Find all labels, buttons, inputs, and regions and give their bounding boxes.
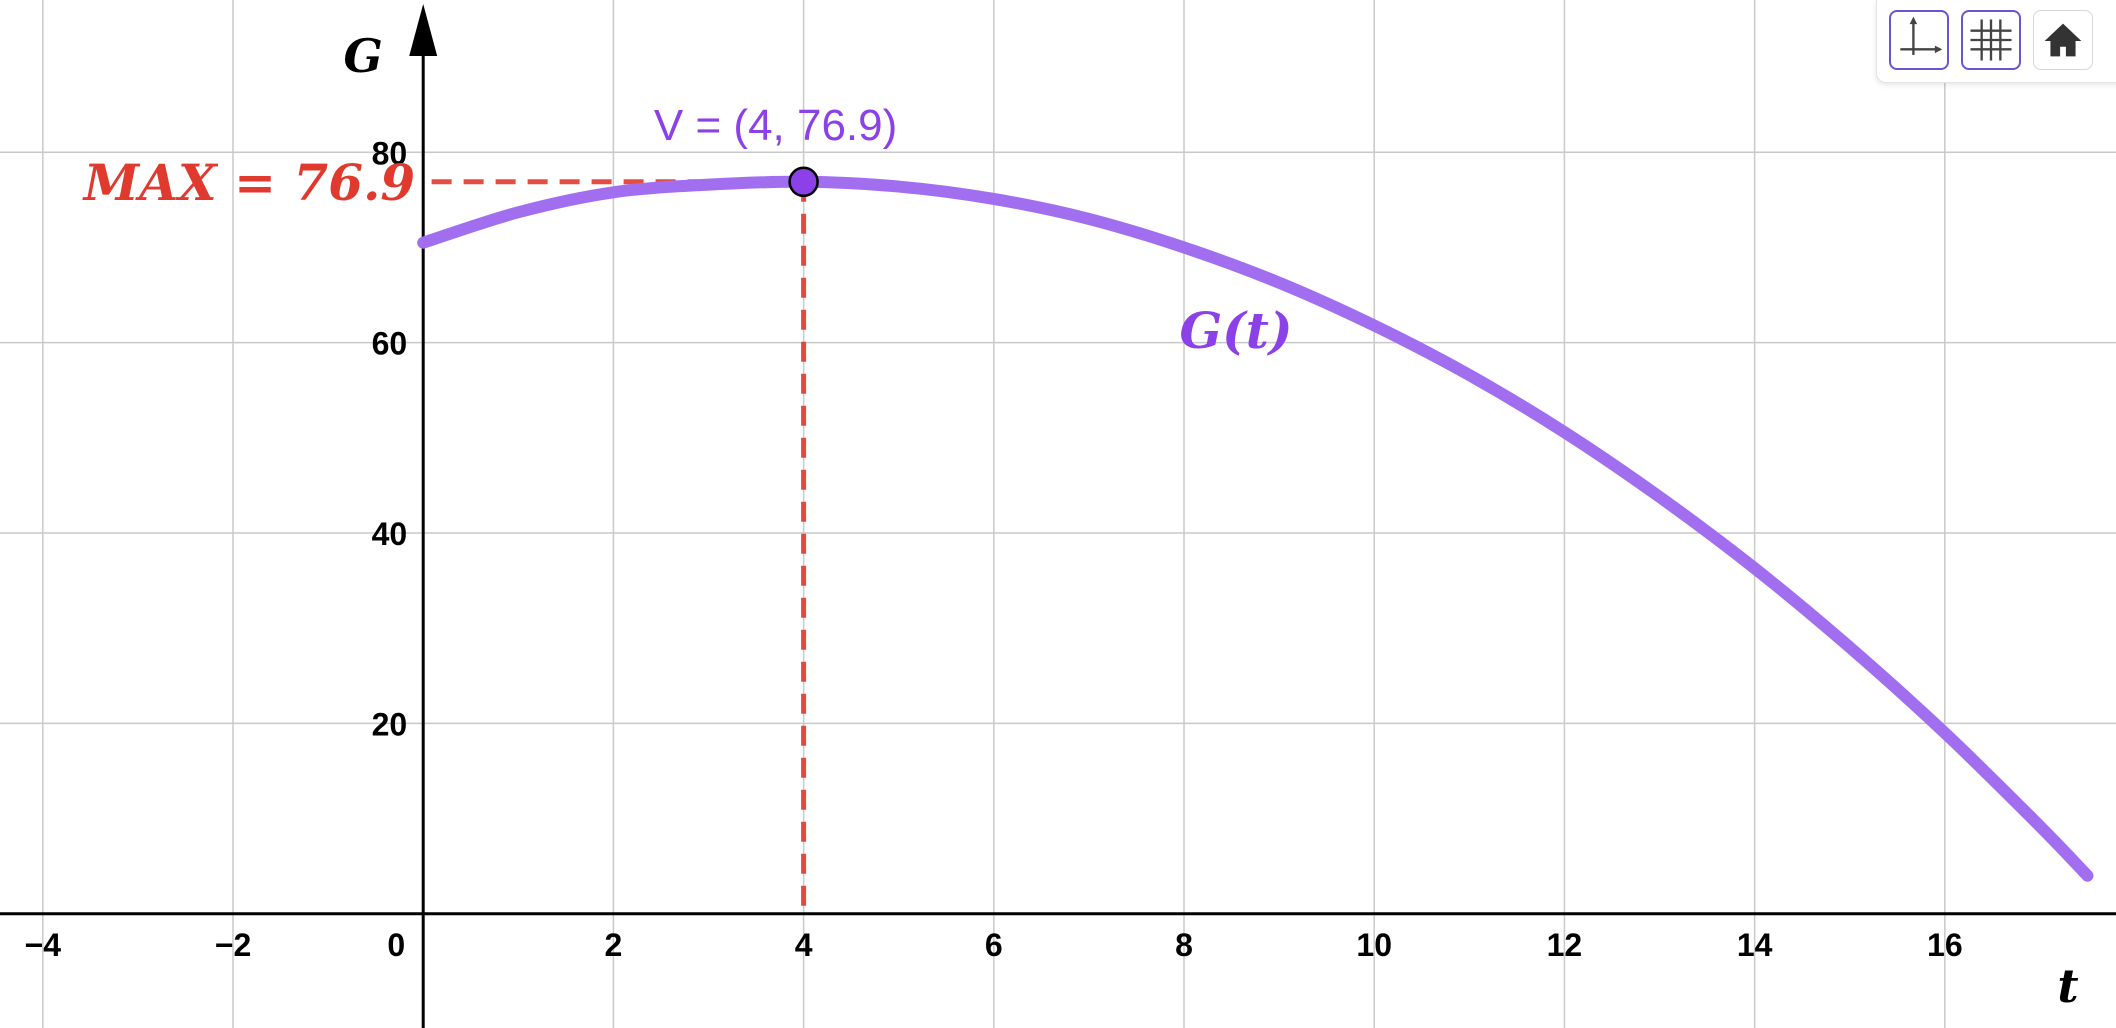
x-tick-label: 12 xyxy=(1547,927,1583,963)
vertex-label: V = (4, 76.9) xyxy=(654,101,897,150)
x-tick-label: 14 xyxy=(1737,927,1773,963)
x-tick-label: 2 xyxy=(605,927,623,963)
vertex-point[interactable] xyxy=(788,166,819,198)
x-tick-label: 6 xyxy=(985,927,1003,963)
x-axis-label: t xyxy=(2057,959,2078,1013)
x-tick-label: 10 xyxy=(1356,927,1392,963)
graph-toolbar xyxy=(1876,0,2116,83)
axes-toggle-button[interactable] xyxy=(1889,10,1949,70)
y-axis-arrow xyxy=(409,4,438,56)
y-tick-label: 40 xyxy=(372,516,408,552)
x-tick-label: 16 xyxy=(1927,927,1963,963)
x-tick-label: 0 xyxy=(387,927,405,963)
home-button[interactable] xyxy=(2033,10,2093,70)
home-icon xyxy=(2044,23,2082,57)
max-annotation: MAX = 76.9 xyxy=(82,153,415,212)
x-tick-label: 8 xyxy=(1175,927,1193,963)
y-tick-label: 20 xyxy=(372,706,408,742)
axes xyxy=(0,4,2116,1028)
tick-labels: −4 −2 0 2 4 6 8 10 12 14 16 20 40 60 80 xyxy=(25,135,1963,962)
series-line-G xyxy=(417,175,2094,882)
x-tick-label: −2 xyxy=(215,927,251,963)
grid-toggle-button[interactable] xyxy=(1961,10,2021,70)
x-tick-label: 4 xyxy=(795,927,813,963)
curve-layer xyxy=(417,175,2094,882)
y-tick-label: 80 xyxy=(372,135,408,171)
y-axis-label: G xyxy=(344,29,383,83)
function-label: G(t) xyxy=(1179,301,1292,360)
y-tick-label: 60 xyxy=(372,326,408,362)
grid-icon xyxy=(1970,19,2012,61)
point-layer xyxy=(788,166,819,198)
dashed-guides xyxy=(423,179,807,914)
axes-icon xyxy=(1900,16,1943,55)
x-tick-label: −4 xyxy=(25,927,62,963)
